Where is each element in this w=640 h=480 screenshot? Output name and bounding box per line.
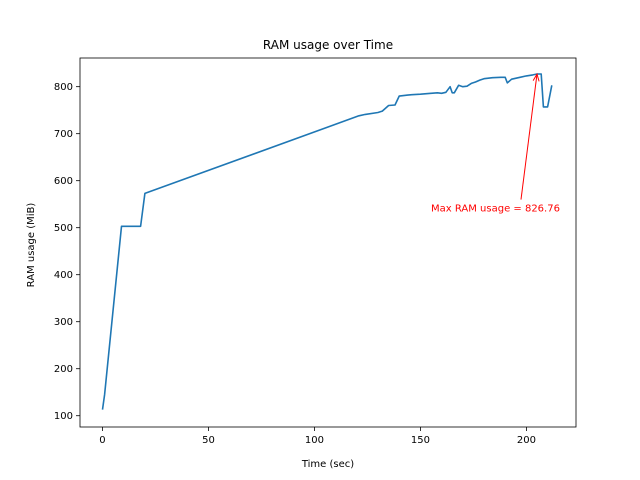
annotation-arrow xyxy=(520,74,538,200)
y-tick-label: 400 xyxy=(54,270,73,281)
x-tick-label: 200 xyxy=(517,435,536,446)
y-axis-label: RAM usage (MiB) xyxy=(26,203,37,288)
annotation-text: Max RAM usage = 826.76 xyxy=(431,204,560,215)
y-tick-label: 500 xyxy=(54,223,73,234)
y-tick-label: 100 xyxy=(54,411,73,422)
x-axis-label: Time (sec) xyxy=(301,459,354,470)
x-tick-label: 50 xyxy=(202,435,215,446)
x-tick-label: 100 xyxy=(305,435,324,446)
annotation-arrowhead xyxy=(532,72,540,82)
y-tick-label: 800 xyxy=(54,82,73,93)
y-tick-label: 200 xyxy=(54,364,73,375)
series-line-0 xyxy=(101,73,553,410)
chart-title: RAM usage over Time xyxy=(263,38,393,52)
y-tick-label: 600 xyxy=(54,176,73,187)
x-tick-label: 150 xyxy=(411,435,430,446)
plot-area: 0 50 100 150 200 100 200 300 400 500 600 700 800 Max … xyxy=(54,57,577,446)
y-tick-label: 300 xyxy=(54,317,73,328)
axes-frame xyxy=(79,57,577,428)
y-tick-label: 700 xyxy=(54,129,73,140)
x-tick-label: 0 xyxy=(99,435,105,446)
